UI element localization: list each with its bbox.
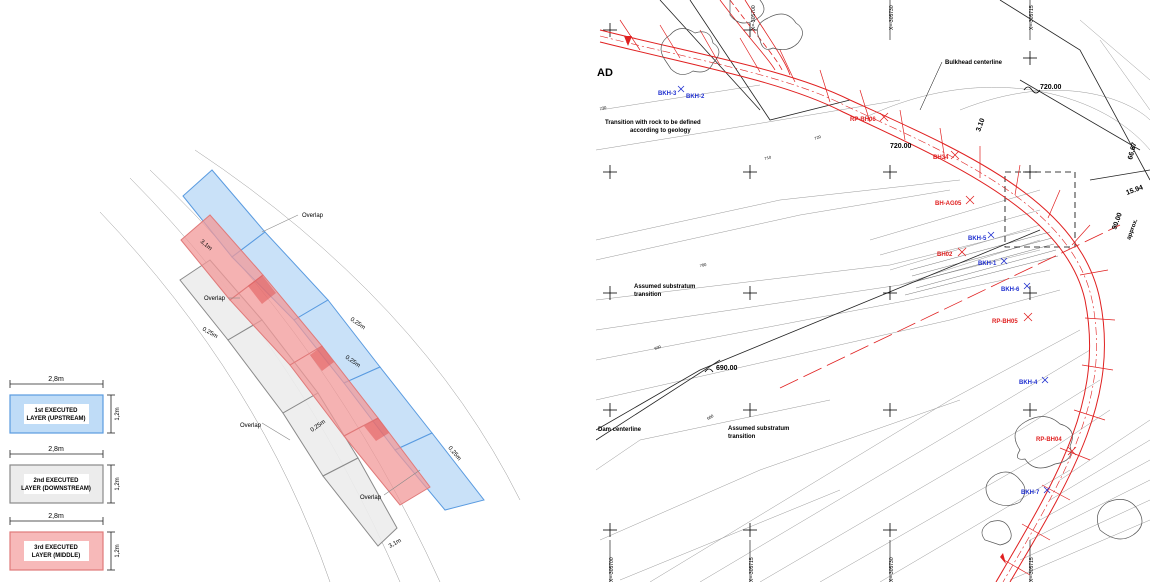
- borehole-label: BKH-5: [968, 236, 987, 242]
- transition-rock-line2: according to geology: [630, 128, 691, 134]
- width-bottom-label: 3,1m: [388, 538, 403, 550]
- coord-label: X=-305700: [751, 5, 757, 30]
- bulkhead-wall: [599, 19, 1116, 582]
- overlap-label: Overlap: [360, 495, 382, 501]
- borehole-label: RP-BH06: [850, 117, 876, 123]
- overlap-label: Overlap: [204, 296, 226, 302]
- borehole-label: BKH-1: [978, 261, 997, 267]
- coord-label: X=-305715: [1029, 557, 1035, 582]
- coord-label: X=-305730: [889, 5, 895, 30]
- borehole-label: BH02: [937, 252, 953, 258]
- dam-centerline-label: Dam centerline: [598, 427, 642, 433]
- bulkhead-centerline-label: Bulkhead centerline: [945, 60, 1003, 66]
- dimension-label: 66.67: [1127, 142, 1138, 161]
- elevation-label: 690.00: [716, 365, 738, 372]
- borehole-label: BKH-3: [658, 91, 677, 97]
- overlap-label: Overlap: [240, 423, 262, 429]
- assumed-transition-line1: Assumed substratum: [728, 426, 789, 432]
- layer-sequence-diagram: Overlap Overlap Overlap Overlap 3,1m 3,1…: [99, 149, 521, 582]
- contour-label: 730: [599, 105, 607, 111]
- boreholes-red: RP-BH06 BH34 BH-AG05 BH02 RP-BH05 RP-BH0…: [850, 117, 1062, 443]
- dimension-label: 3.10: [975, 117, 986, 132]
- contour-label: 720: [814, 134, 823, 141]
- spacing-label: 0,25m: [349, 317, 366, 331]
- legend-width-label: 2,8m: [48, 513, 64, 520]
- grid-crosses: [603, 23, 1037, 537]
- plan-drawing: RP-BH06 BH34 BH-AG05 BH02 RP-BH05 RP-BH0…: [596, 0, 1150, 582]
- assumed-transition-line1: Assumed substratum: [634, 284, 695, 290]
- borehole-label: BKH-6: [1001, 287, 1020, 293]
- elevation-label: 720.00: [1040, 84, 1062, 91]
- borehole-label: RP-BH04: [1036, 437, 1062, 443]
- legend-height-label: 1,2m: [115, 544, 121, 557]
- label-ad: AD: [597, 67, 613, 79]
- detail-box: [1004, 171, 1076, 248]
- borehole-label: BKH-7: [1021, 490, 1040, 496]
- dimension-label: approx.: [1126, 218, 1139, 241]
- elevation-label: 720.00: [890, 143, 912, 150]
- legend-height-label: 1,2m: [115, 407, 121, 420]
- contour-label: 680: [706, 413, 715, 421]
- spacing-label: 0,25m: [201, 327, 218, 341]
- boreholes-blue: BKH-3 BKH-2 BKH-5 BKH-1 BKH-6 BKH-4 BKH-…: [658, 91, 1040, 496]
- assumed-transition-line2: transition: [634, 292, 662, 298]
- contour-label: 710: [764, 154, 772, 161]
- legend-label-line1: 1st EXECUTED: [34, 408, 78, 414]
- dimension-label: 15.94: [1125, 184, 1144, 197]
- legend-layer-upstream: 2,8m 1st EXECUTED LAYER (UPSTREAM) 1,2m: [9, 376, 121, 434]
- legend-height-label: 1,2m: [115, 477, 121, 490]
- borehole-label: BKH-2: [686, 94, 705, 100]
- legend-width-label: 2,8m: [48, 446, 64, 453]
- legend-layer-downstream: 2,8m 2nd EXECUTED LAYER (DOWNSTREAM) 1,2…: [9, 446, 121, 504]
- legend-label-line1: 3rd EXECUTED: [34, 545, 78, 551]
- assumed-transition-line2: transition: [728, 434, 756, 440]
- middle-layer-band: [180, 214, 431, 506]
- borehole-label: BH-AG05: [935, 201, 962, 207]
- dimension-label: 90.00: [1111, 212, 1124, 231]
- contour-label: 700: [699, 262, 707, 268]
- legend-label-line1: 2nd EXECUTED: [33, 478, 79, 484]
- transition-rock-line1: Transition with rock to be defined: [605, 120, 701, 126]
- legend-label-line2: LAYER (MIDDLE): [32, 553, 80, 559]
- legend-label-line2: LAYER (DOWNSTREAM): [21, 486, 91, 492]
- downstream-layer-band: [179, 259, 398, 547]
- coord-label: X=-305700: [609, 557, 615, 582]
- coord-label: X=-305715: [749, 557, 755, 582]
- coord-label: X=-305730: [889, 557, 895, 582]
- borehole-label: BH34: [933, 155, 949, 161]
- overlap-label: Overlap: [302, 213, 324, 219]
- coord-label: X=-305715: [1029, 5, 1035, 30]
- contour-label: 690: [654, 344, 663, 351]
- legend-layer-middle: 2,8m 3rd EXECUTED LAYER (MIDDLE) 1,2m: [9, 513, 121, 571]
- borehole-label: RP-BH05: [992, 319, 1018, 325]
- legend: 2,8m 1st EXECUTED LAYER (UPSTREAM) 1,2m …: [9, 376, 121, 571]
- tree-symbols: [660, 0, 1143, 546]
- legend-label-line2: LAYER (UPSTREAM): [26, 416, 85, 422]
- borehole-label: BKH-4: [1019, 380, 1038, 386]
- legend-width-label: 2,8m: [48, 376, 64, 383]
- contour-lines: [596, 19, 1150, 582]
